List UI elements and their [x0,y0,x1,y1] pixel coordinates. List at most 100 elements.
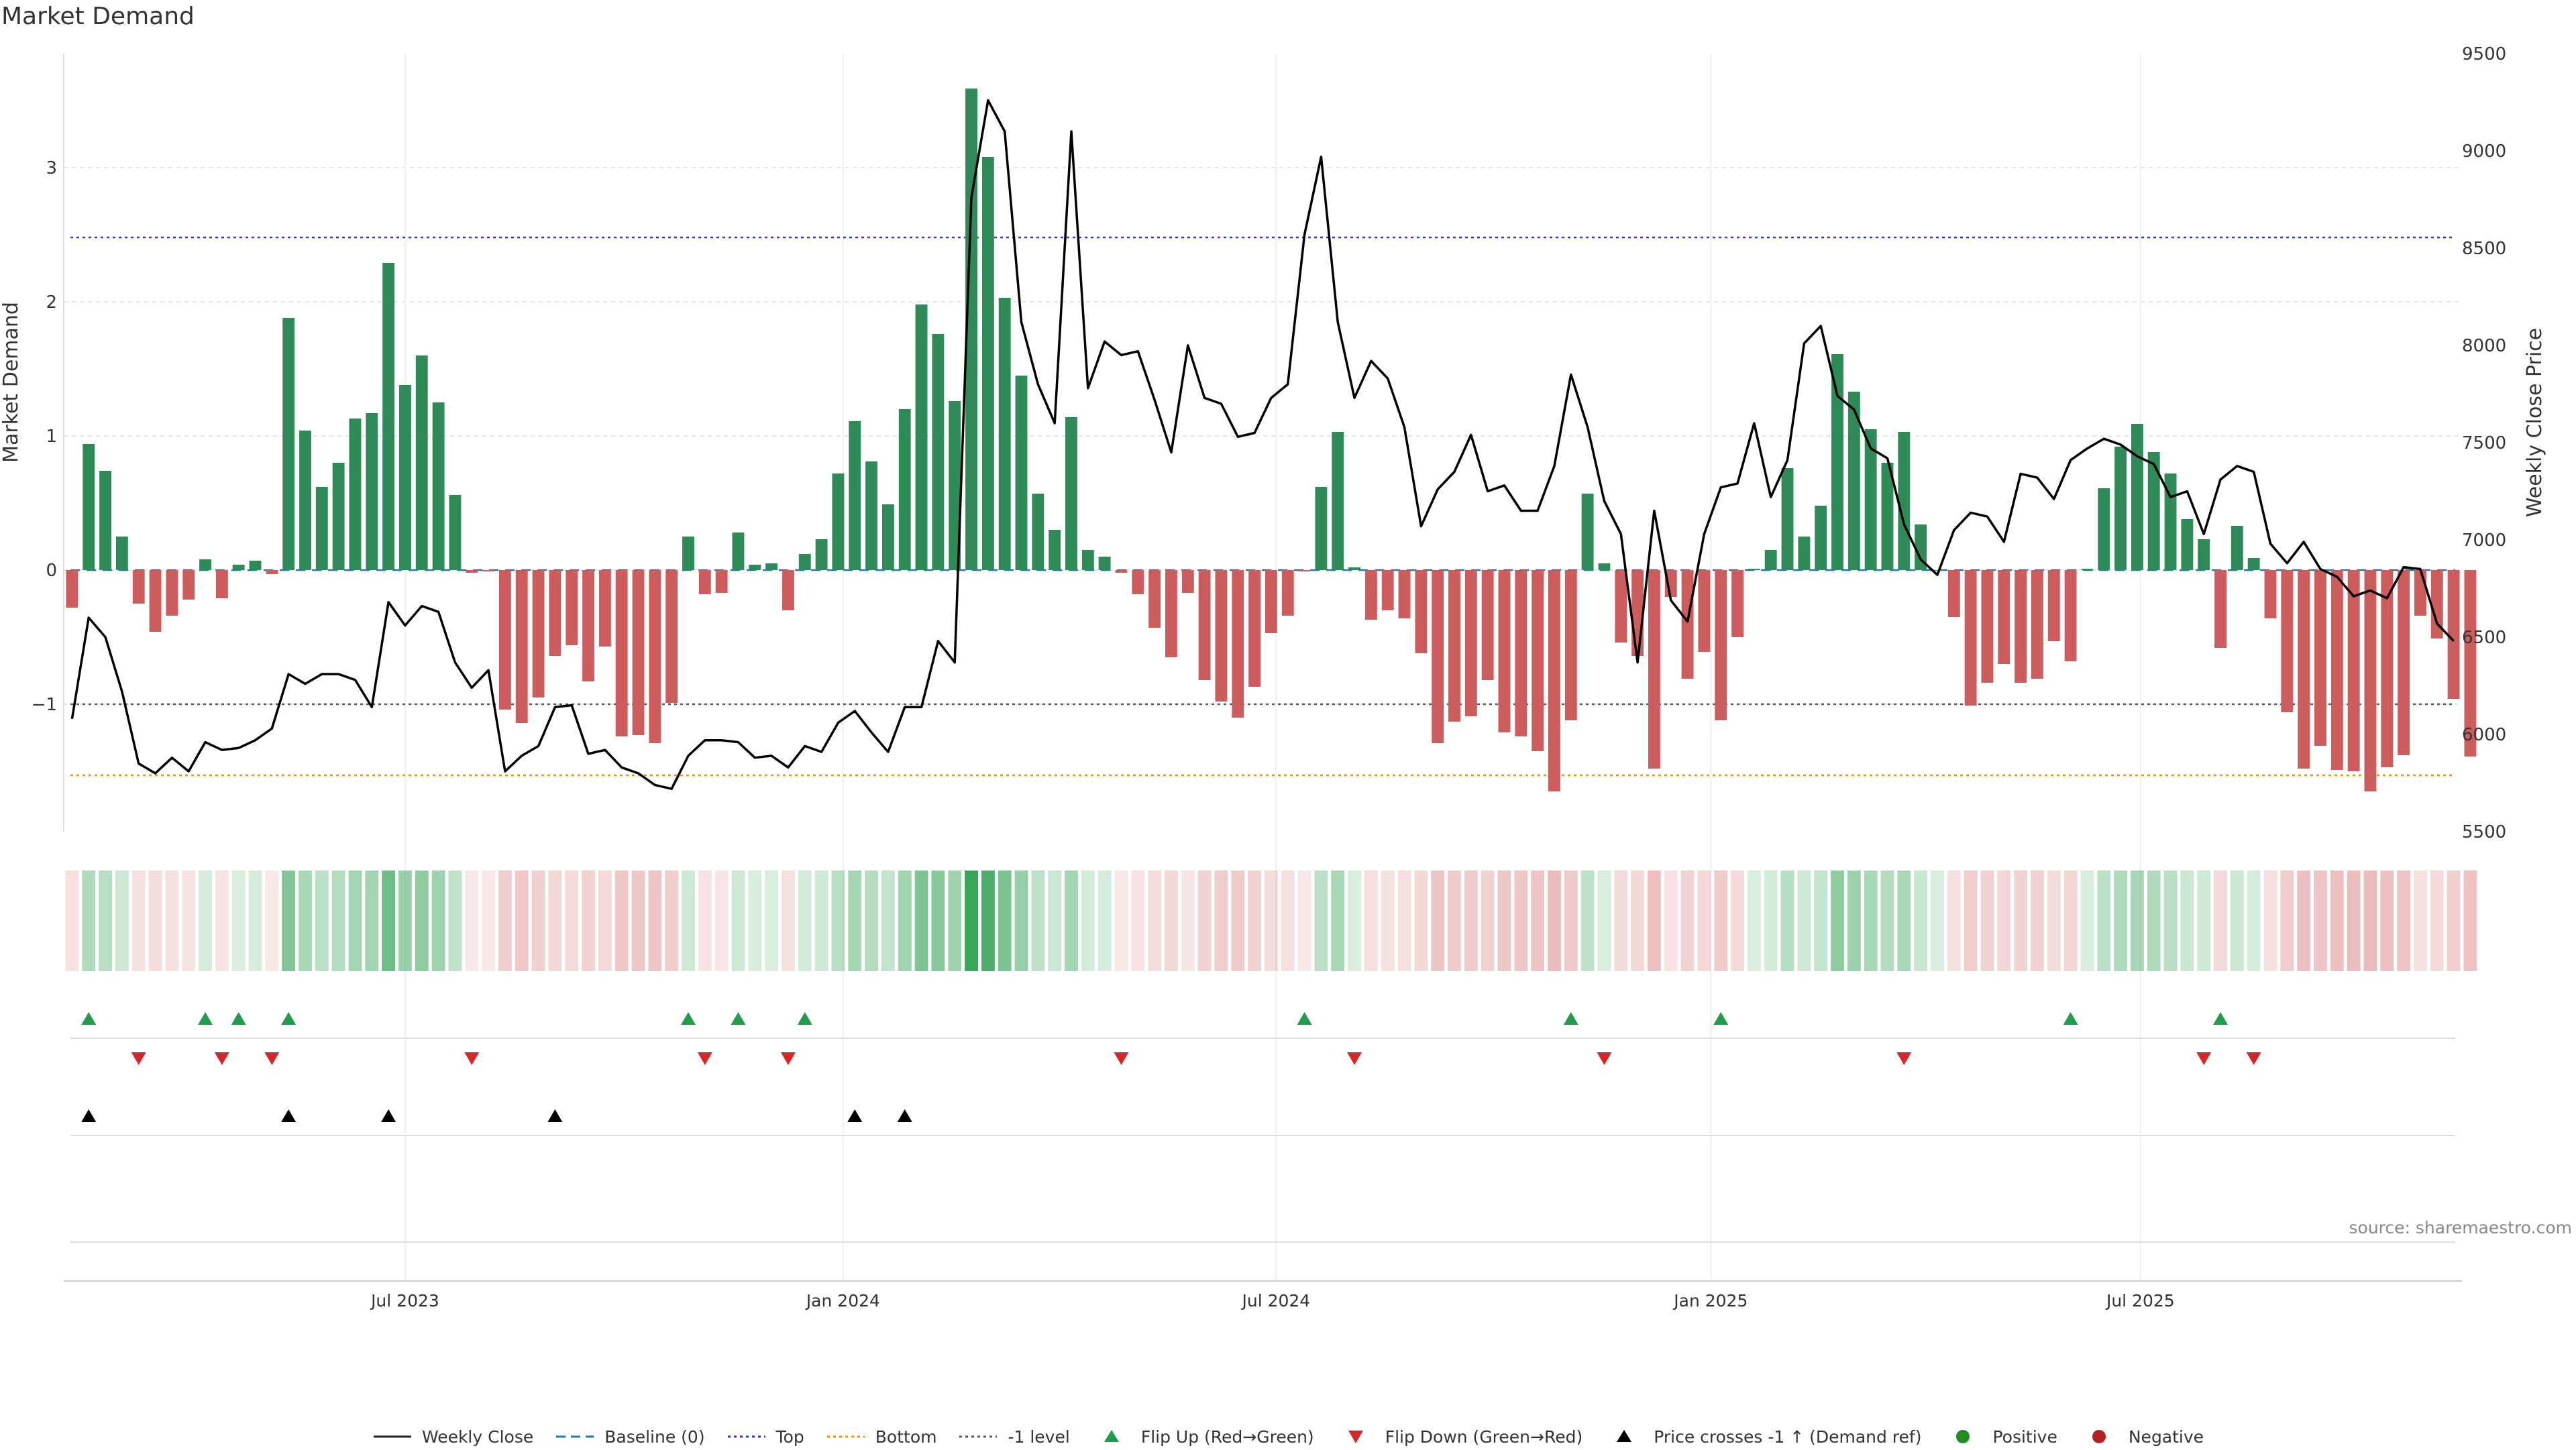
heat-cell [914,871,928,971]
demand-bar [99,471,112,570]
demand-bar [66,570,78,608]
demand-bar [2131,424,2143,570]
heat-cell [1048,871,1062,971]
flip-down-marker [464,1052,480,1065]
line-solid-black-icon [373,1435,411,1438]
price-cross-marker [381,1109,396,1122]
demand-bar [1964,570,1977,706]
heat-cell [1514,871,1528,971]
demand-bar [1615,570,1627,643]
heat-cell [2214,871,2227,971]
heat-cell [248,871,262,971]
heat-cell [865,871,879,971]
demand-bar [2047,570,2060,641]
demand-bar [199,559,211,570]
legend-label: Flip Up (Red→Green) [1140,1427,1314,1447]
heat-cell [998,871,1012,971]
flip-down-marker [780,1052,796,1065]
triangle-up-green-icon [1104,1430,1119,1442]
y-tick-label: 1 [46,427,57,447]
demand-bar [665,570,678,703]
price-cross-marker [897,1109,912,1122]
demand-bar [915,304,928,570]
demand-bar [2181,519,2194,570]
price-cross-marker [81,1109,97,1122]
demand-bar [549,570,561,656]
demand-bar [1532,570,1544,751]
heat-cell [1464,871,1478,971]
heat-cell [1065,871,1078,971]
source-attribution: source: sharemaestro.com [2349,1218,2573,1237]
heat-cell [881,871,895,971]
heat-cell [698,871,712,971]
heat-cell [382,871,396,971]
heat-cell [1680,871,1695,971]
demand-bar [1831,354,1843,570]
demand-bar [1148,570,1161,628]
heat-cell [598,871,612,971]
heat-cell [1780,871,1794,971]
demand-bar [2064,570,2077,661]
demand-bar [1815,506,1827,570]
demand-bar [332,463,345,570]
demand-bar [2214,570,2226,648]
flip-up-marker [1297,1012,1312,1025]
heat-cell [1564,871,1578,971]
y-tick-label: 2 [46,292,57,313]
demand-bar [2114,447,2127,570]
heat-cell [1381,871,1395,971]
flip-down-marker [1597,1052,1612,1065]
demand-bar [2231,526,2243,570]
demand-bar [2398,570,2410,755]
legend-item: Flip Up (Red→Green) [1091,1427,1314,1447]
line-dotted-orange-icon [826,1435,865,1438]
heat-cell [182,871,196,971]
demand-bar [832,473,845,570]
heat-cell [782,871,795,971]
weekly-close-line [70,99,2455,790]
flip-down-marker [131,1052,146,1065]
demand-bar [1049,530,1061,570]
y2-tick-label: 8000 [2462,336,2506,356]
heat-cell [2114,871,2127,971]
legend-label: Negative [2128,1427,2204,1447]
demand-bar [1065,417,1077,570]
demand-bar [1298,570,1311,571]
heat-cell [2097,871,2111,971]
demand-bar [1698,570,1711,652]
demand-bar [2247,558,2260,570]
heat-cell [1097,871,1112,971]
heat-cell [1931,871,1944,971]
flip-down-marker [2246,1052,2261,1065]
demand-bars [66,89,2477,791]
demand-bar [482,570,495,571]
heat-cell [2147,871,2161,971]
demand-bar [399,385,411,570]
demand-bar [1864,429,1877,570]
heat-cell [2063,871,2078,971]
demand-bar [1981,570,1994,683]
demand-bar [615,570,628,736]
legend-label: Bottom [875,1427,937,1447]
demand-bar [1198,570,1211,680]
demand-bar [232,565,245,570]
heat-cell [1647,871,1661,971]
demand-bar [1898,432,1911,570]
demand-bar [1364,570,1377,620]
demand-bar [1515,570,1527,736]
demand-bar [132,570,145,604]
demand-bar [1115,570,1128,573]
heat-cell [1880,871,1894,971]
heat-cell [1031,871,1045,971]
heat-cell [898,871,912,971]
heat-cell [99,871,112,971]
legend: Weekly Close Baseline (0) Top Bottom -1 leve… [0,1423,2576,1450]
heat-cell [1664,871,1678,971]
demand-bar [2364,570,2377,791]
heat-cell [2447,871,2461,971]
demand-bar [1931,570,1943,571]
heat-cell [1714,871,1728,971]
legend-label: Top [775,1427,804,1447]
heat-cell [1697,871,1711,971]
flip-down-marker [697,1052,712,1065]
